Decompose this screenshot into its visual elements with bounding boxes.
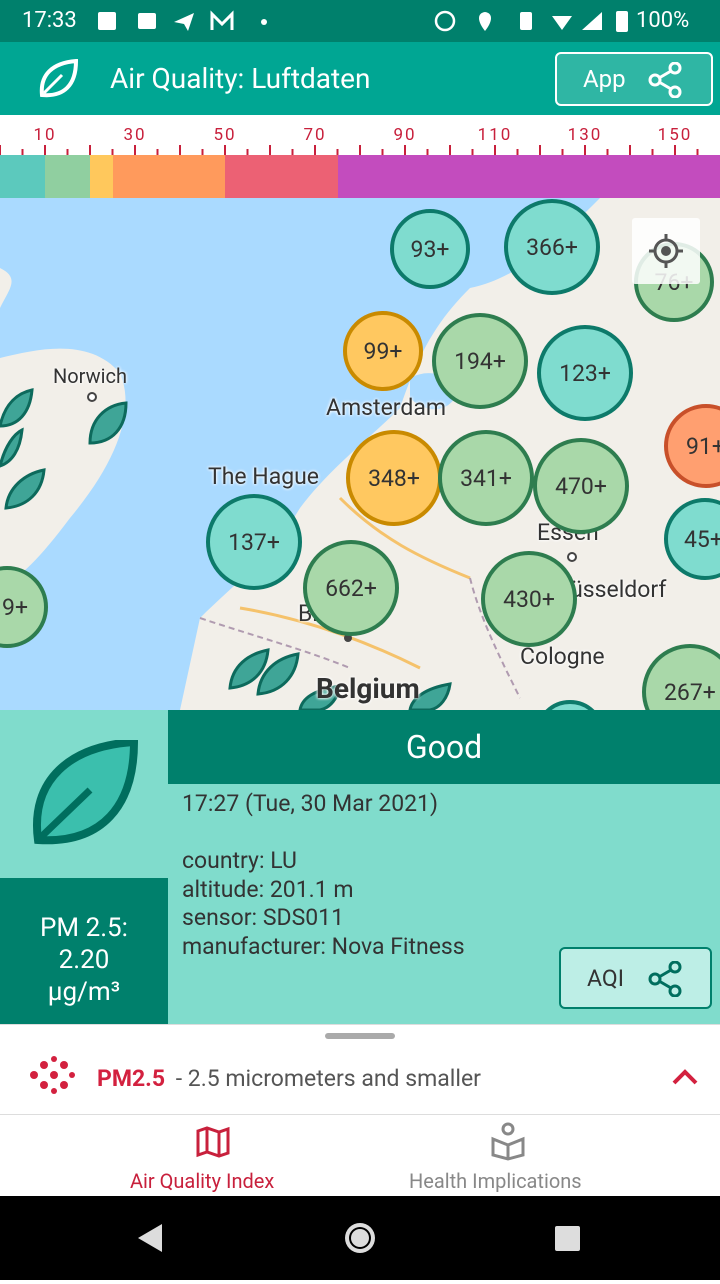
cluster[interactable]: 470+ [533,438,629,534]
nav-label: Air Quality Index [130,1169,275,1193]
cluster[interactable]: 99+ [343,311,423,391]
cluster[interactable]: 93+ [390,209,470,289]
pm-box: PM 2.5: 2.20 µg/m³ [0,878,168,1024]
detail-line: sensor: SDS011 [182,904,345,931]
share-icon [648,961,682,997]
cluster[interactable]: 137+ [206,494,302,590]
place-label: The Hague [208,463,320,490]
bottom-nav: Air Quality Index Health Implications [0,1114,720,1196]
scale-label: 110 [477,125,513,145]
expand-icon[interactable] [670,1067,700,1087]
pm-value: 2.20 [58,945,110,975]
notification-icons [98,10,267,31]
pm-label: PM 2.5: [40,913,128,943]
system-buttons [138,1223,580,1253]
detail-line: country: LU [182,847,297,874]
health-icon [491,1122,525,1161]
locate-button[interactable] [632,218,700,284]
measurement-time: 17:27 (Tue, 30 Mar 2021) [182,790,438,817]
station-panel: Good 17:27 (Tue, 30 Mar 2021) country: L… [0,710,720,1024]
sheet-handle [325,1033,395,1039]
app-logo [39,59,78,98]
pollutant-name: PM2.5 [97,1065,166,1092]
app-title: Air Quality: Luftdaten [110,62,371,95]
share-app-button[interactable]: App [555,52,713,106]
pollutant-sheet[interactable]: PM2.5 - 2.5 micrometers and smaller [0,1024,720,1114]
nav-tab[interactable]: Air Quality Index [0,1115,425,1197]
cluster[interactable]: 430+ [481,551,577,647]
scale-label: 30 [123,125,147,145]
status-bar: 17:33 100% [0,0,720,42]
map[interactable]: Norwich Amsterdam The Hague Essen Düssel… [0,198,720,710]
detail-line: altitude: 201.1 m [182,875,354,903]
cluster[interactable]: 366+ [504,199,600,295]
system-icons [434,10,628,32]
pm-unit: µg/m³ [47,977,121,1007]
clock: 17:33 [22,8,77,33]
cluster[interactable]: 194+ [432,313,528,409]
scale-label: 70 [303,125,327,145]
scale-label: 90 [393,125,417,145]
scale-label: 50 [213,125,237,145]
system-nav [0,1196,720,1280]
app-bar: Air Quality: Luftdaten App [0,42,720,115]
place-label: Norwich [53,364,127,388]
place-label: Belgium [316,672,420,705]
button-label: AQI [587,965,624,992]
place-label: Amsterdam [326,394,446,421]
locate-icon [649,234,683,268]
share-aqi-button[interactable]: AQI [559,947,712,1009]
detail-line: manufacturer: Nova Fitness [182,932,465,960]
share-icon [648,62,682,98]
place-label: Cologne [520,643,605,670]
cluster[interactable]: 341+ [438,430,534,526]
pollutant-icon [30,1056,75,1094]
nav-label: Health Implications [409,1169,582,1193]
cluster[interactable]: 267+ [642,644,720,710]
cluster[interactable]: 123+ [537,325,633,421]
map-icon [196,1126,230,1158]
scale-label: 10 [33,125,57,145]
scale-label: 150 [657,125,693,145]
pollutant-description: - 2.5 micrometers and smaller [170,1065,481,1092]
scale-label: 130 [567,125,603,145]
scale-bar [0,145,720,198]
station-details: country: LU altitude: 201.1 m sensor: SD… [182,847,465,961]
status-icon [33,740,139,845]
battery-level: 100% [636,8,690,33]
nav-tab[interactable]: Health Implications [390,1115,720,1197]
cluster[interactable]: 662+ [303,540,399,636]
status-banner: Good [168,710,720,784]
button-label: App [583,65,626,93]
cluster[interactable]: 348+ [346,430,442,526]
aqi-scale: 10 30 50 70 90 110 130 150 [0,115,720,198]
